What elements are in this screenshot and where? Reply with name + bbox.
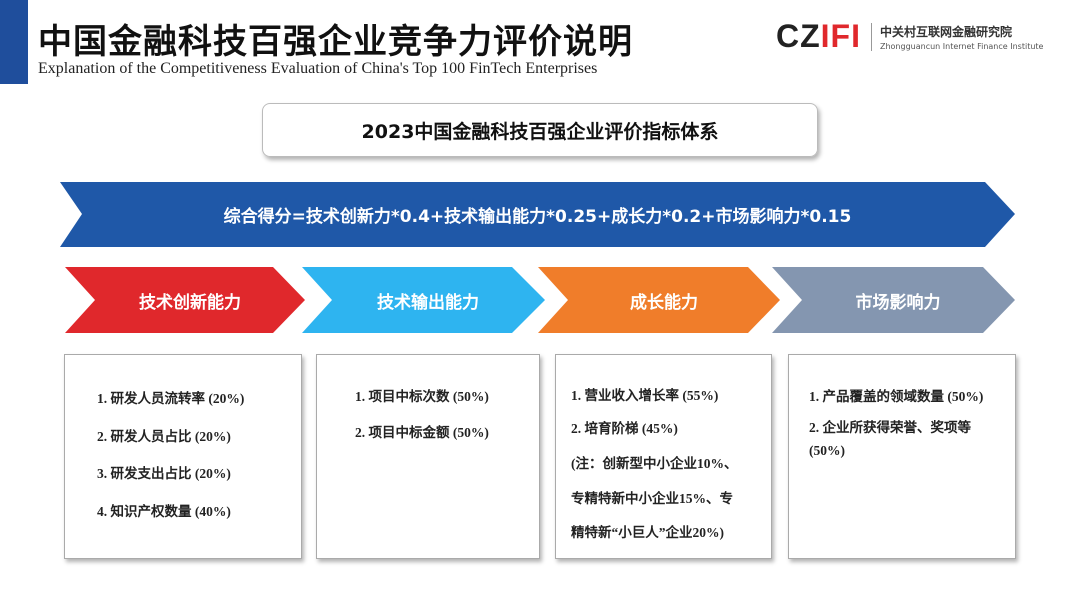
card-tech-innovation: 1. 研发人员流转率 (20%) 2. 研发人员占比 (20%) 3. 研发支出… — [64, 354, 302, 559]
list-item: (注：创新型中小企业10%、 — [571, 456, 738, 471]
list-item: 专精特新中小企业15%、专 — [571, 491, 733, 506]
list-item: 精特新“小巨人”企业20%) — [571, 525, 724, 540]
list-item: 2. 企业所获得荣誉、奖项等 — [809, 420, 971, 435]
list-item: 1. 研发人员流转率 (20%) — [97, 391, 245, 406]
formula-text: 综合得分=技术创新力*0.4+技术输出能力*0.25+成长力*0.2+市场影响力… — [223, 207, 852, 227]
page-title: 中国金融科技百强企业竞争力评价说明 — [38, 22, 633, 62]
accent-bar — [0, 0, 28, 84]
chevron-market — [772, 267, 1015, 333]
logo: CZIFI 中关村互联网金融研究院 Zhongguancun Internet … — [776, 18, 1043, 55]
list-item: 4. 知识产权数量 (40%) — [97, 504, 231, 519]
list-item: 3. 研发支出占比 (20%) — [97, 466, 231, 481]
page-subtitle: Explanation of the Competitiveness Evalu… — [38, 60, 598, 77]
logo-mark: CZIFI — [776, 18, 861, 54]
chevron-growth — [538, 267, 780, 333]
logo-name-cn: 中关村互联网金融研究院 — [879, 24, 1012, 39]
system-title-box: 2023中国金融科技百强企业评价指标体系 — [262, 103, 818, 157]
card-growth: 1. 营业收入增长率 (55%) 2. 培育阶梯 (45%) (注：创新型中小企… — [555, 354, 772, 559]
category-label: 成长能力 — [630, 292, 698, 313]
category-label: 技术输出能力 — [377, 292, 479, 313]
card-tech-output: 1. 项目中标次数 (50%) 2. 项目中标金额 (50%) — [316, 354, 540, 559]
list-item: 1. 营业收入增长率 (55%) — [571, 388, 719, 403]
list-item: 2. 培育阶梯 (45%) — [571, 421, 678, 436]
list-item: (50%) — [809, 443, 845, 458]
chevron-tech-output — [302, 267, 545, 333]
list-item: 2. 研发人员占比 (20%) — [97, 429, 231, 444]
category-label: 技术创新能力 — [139, 292, 241, 313]
formula-arrow — [60, 182, 1015, 247]
list-item: 1. 产品覆盖的领域数量 (50%) — [809, 389, 984, 404]
logo-name-en: Zhongguancun Internet Finance Institute — [879, 41, 1044, 51]
list-item: 2. 项目中标金额 (50%) — [355, 425, 489, 440]
chevron-tech-innovation — [65, 267, 305, 333]
list-item: 1. 项目中标次数 (50%) — [355, 389, 489, 404]
card-market: 1. 产品覆盖的领域数量 (50%) 2. 企业所获得荣誉、奖项等 (50%) — [788, 354, 1016, 559]
category-label: 市场影响力 — [855, 292, 941, 313]
